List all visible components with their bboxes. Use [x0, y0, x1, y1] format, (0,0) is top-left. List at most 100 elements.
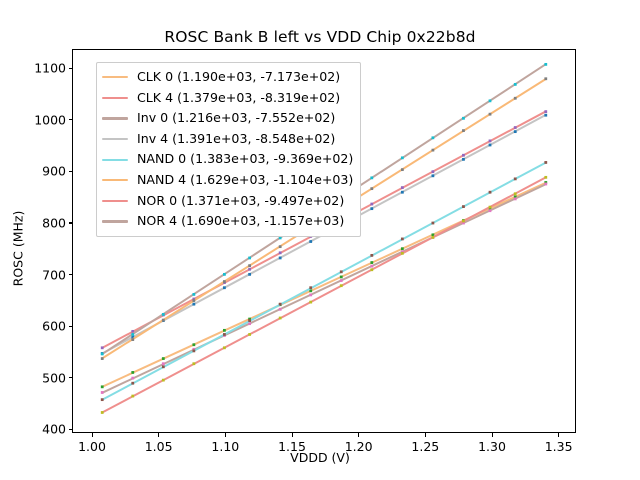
- data-point: [309, 293, 313, 297]
- data-point: [161, 362, 165, 366]
- legend-label: CLK 0 (1.190e+03, -7.173e+02): [137, 69, 341, 84]
- data-point: [223, 346, 226, 350]
- legend-label: NAND 0 (1.383e+03, -9.369e+02): [137, 151, 354, 167]
- data-point: [131, 371, 135, 374]
- x-tick-label: 1.10: [211, 439, 240, 454]
- legend-swatch-icon: [102, 158, 128, 161]
- data-point: [488, 139, 492, 143]
- data-point: [488, 143, 492, 147]
- data-point: [100, 357, 104, 360]
- legend-label: Inv 4 (1.391e+03, -8.548e+02): [137, 130, 336, 146]
- data-point: [339, 275, 343, 279]
- series-line: [101, 183, 547, 394]
- y-tick-label: 1000: [34, 112, 66, 128]
- y-tick-mark: [68, 428, 72, 430]
- data-point: [192, 347, 196, 351]
- data-point: [544, 110, 548, 114]
- y-tick-label: 700: [42, 267, 66, 283]
- legend-item-inv-0[interactable]: Inv 0 (1.216e+03, -7.552e+02): [102, 108, 353, 129]
- x-tick-mark: [291, 433, 293, 437]
- legend-item-nor-0[interactable]: NOR 0 (1.371e+03, -9.497e+02): [102, 191, 353, 212]
- data-point: [131, 394, 135, 398]
- legend-swatch-icon: [102, 96, 128, 99]
- y-tick-mark: [68, 377, 72, 379]
- data-point: [400, 168, 404, 172]
- data-point: [131, 376, 135, 380]
- data-point: [431, 148, 435, 152]
- legend-swatch-icon: [102, 199, 128, 202]
- x-tick-mark: [558, 433, 560, 437]
- data-point: [248, 322, 252, 326]
- data-point: [339, 270, 343, 274]
- data-point: [161, 378, 165, 382]
- data-point: [462, 129, 465, 133]
- data-point: [248, 272, 252, 276]
- legend-label: CLK 4 (1.379e+03, -8.319e+02): [137, 89, 341, 105]
- legend-swatch-icon: [102, 76, 128, 79]
- chart-legend: CLK 0 (1.190e+03, -7.173e+02) CLK 4 (1.37…: [96, 62, 362, 237]
- data-point: [370, 253, 374, 257]
- y-tick-mark: [68, 67, 72, 69]
- data-point: [131, 335, 135, 339]
- data-point: [544, 113, 548, 117]
- data-point: [544, 62, 548, 66]
- data-point: [339, 284, 343, 288]
- series-line: [101, 161, 547, 401]
- x-tick-mark: [224, 433, 226, 437]
- data-point: [309, 300, 313, 304]
- data-point: [131, 338, 135, 341]
- legend-item-clk-0[interactable]: CLK 0 (1.190e+03, -7.173e+02): [102, 67, 353, 88]
- y-tick-mark: [68, 170, 72, 172]
- chart-title: ROSC Bank B left vs VDD Chip 0x22b8d: [164, 28, 476, 46]
- x-tick-mark: [424, 433, 426, 437]
- x-tick-mark: [358, 433, 360, 437]
- data-point: [400, 186, 404, 189]
- data-point: [161, 318, 165, 322]
- y-tick-label: 1100: [34, 60, 66, 76]
- data-point: [278, 236, 282, 240]
- data-point: [431, 174, 435, 178]
- legend-item-clk-4[interactable]: CLK 4 (1.379e+03, -8.319e+02): [102, 88, 353, 109]
- data-point: [278, 245, 282, 249]
- legend-swatch-icon: [102, 179, 128, 182]
- x-tick-label: 1.30: [478, 439, 506, 454]
- data-point: [400, 190, 404, 194]
- data-point: [462, 205, 465, 208]
- data-point: [100, 352, 104, 356]
- y-tick-label: 600: [42, 318, 66, 334]
- data-point: [131, 333, 135, 336]
- data-point: [248, 264, 252, 268]
- data-point: [462, 116, 465, 120]
- legend-item-nor-4[interactable]: NOR 4 (1.690e+03, -1.157e+03): [102, 211, 353, 232]
- data-point: [278, 256, 282, 260]
- data-point: [192, 349, 196, 353]
- data-point: [431, 136, 435, 140]
- legend-item-nand-4[interactable]: NAND 4 (1.629e+03, -1.104e+03): [102, 170, 353, 191]
- data-point: [309, 240, 313, 243]
- data-point: [462, 157, 465, 161]
- data-point: [431, 221, 435, 225]
- legend-label: NOR 4 (1.690e+03, -1.157e+03): [137, 213, 345, 229]
- x-tick-label: 1.00: [78, 439, 106, 454]
- data-point: [161, 313, 165, 316]
- data-point: [513, 192, 517, 196]
- y-tick-mark: [68, 222, 72, 224]
- y-tick-mark: [68, 274, 72, 276]
- data-point: [339, 279, 343, 282]
- data-point: [192, 343, 196, 347]
- data-point: [400, 251, 404, 255]
- series-line: [101, 176, 547, 414]
- legend-item-inv-4[interactable]: Inv 4 (1.391e+03, -8.548e+02): [102, 129, 353, 150]
- data-point: [370, 268, 374, 272]
- x-tick-label: 1.15: [278, 439, 306, 454]
- data-point: [192, 299, 196, 302]
- y-tick-label: 400: [42, 421, 66, 437]
- data-point: [488, 205, 492, 209]
- x-tick-mark: [158, 433, 160, 437]
- data-point: [462, 221, 465, 225]
- x-tick-label: 1.05: [144, 439, 173, 454]
- data-point: [513, 96, 517, 100]
- legend-item-nand-0[interactable]: NAND 0 (1.383e+03, -9.369e+02): [102, 149, 353, 170]
